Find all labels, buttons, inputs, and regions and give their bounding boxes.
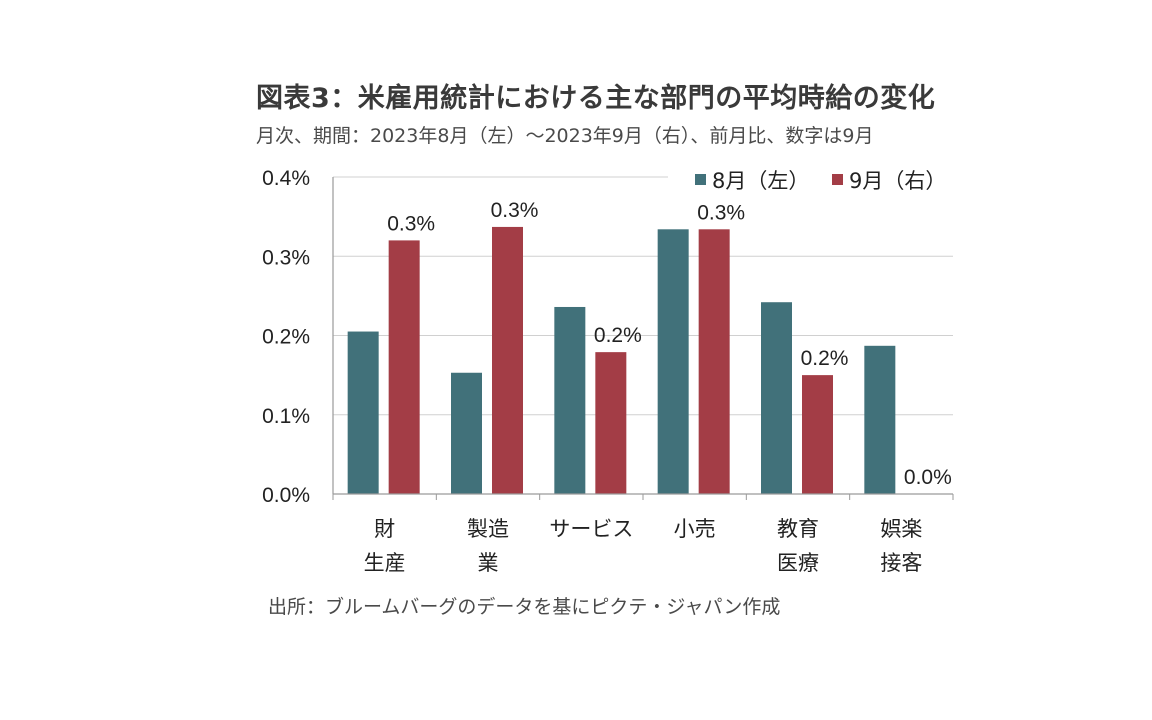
bar-aug bbox=[451, 372, 482, 494]
chart-source: 出所：ブルームバーグのデータを基にピクテ・ジャパン作成 bbox=[268, 596, 781, 618]
data-label: 0.2% bbox=[594, 324, 642, 347]
bar-aug bbox=[657, 229, 689, 494]
bar-sep bbox=[388, 240, 420, 494]
category-label: 娯楽 bbox=[880, 517, 922, 541]
y-tick-label: 0.0% bbox=[262, 484, 310, 507]
data-label: 0.3% bbox=[491, 199, 539, 222]
legend-swatch bbox=[832, 174, 843, 185]
legend-background bbox=[668, 164, 953, 196]
bar-aug bbox=[554, 306, 586, 494]
legend-label: 9月（右） bbox=[849, 169, 946, 193]
legend-label: 8月（左） bbox=[712, 169, 809, 193]
bars bbox=[347, 226, 896, 495]
bar-aug bbox=[761, 302, 792, 494]
category-label: 生産 bbox=[364, 551, 406, 575]
data-label: 0.0% bbox=[904, 466, 952, 489]
bar-sep bbox=[698, 229, 730, 494]
bar-aug bbox=[347, 331, 379, 494]
category-label: 業 bbox=[478, 551, 499, 575]
y-tick-label: 0.2% bbox=[262, 326, 310, 349]
data-label: 0.2% bbox=[801, 347, 849, 370]
category-label: 接客 bbox=[880, 551, 922, 575]
category-label: 小売 bbox=[674, 517, 716, 541]
labels: 0.0% 0.1% 0.2% 0.3% 0.4% 0.3% 財生産 0.3% 製造業 0.2% サー… bbox=[262, 167, 952, 575]
data-label: 0.3% bbox=[697, 201, 745, 224]
data-label: 0.3% bbox=[387, 212, 435, 235]
category-label: 医療 bbox=[777, 551, 819, 575]
chart-title: 図表3：米雇用統計における主な部門の平均時給の変化 bbox=[256, 83, 936, 114]
category-label: 教育 bbox=[777, 517, 819, 541]
category-label: サービス bbox=[549, 517, 633, 541]
category-label: 製造 bbox=[467, 517, 509, 541]
axes bbox=[332, 177, 954, 500]
legend: 8月（左） 9月（右） bbox=[668, 164, 953, 196]
bar-sep bbox=[802, 375, 833, 494]
chart-subtitle: 月次、期間：2023年8月（左）～2023年9月（右）、前月比、数字は9月 bbox=[256, 125, 874, 147]
bar-sep bbox=[595, 352, 627, 494]
legend-swatch bbox=[695, 174, 706, 185]
bar-sep bbox=[492, 226, 523, 495]
category-label: 財 bbox=[374, 517, 395, 541]
y-tick-label: 0.1% bbox=[262, 405, 310, 428]
y-tick-label: 0.4% bbox=[262, 167, 310, 190]
y-tick-label: 0.3% bbox=[262, 246, 310, 269]
bar-aug bbox=[864, 345, 896, 494]
